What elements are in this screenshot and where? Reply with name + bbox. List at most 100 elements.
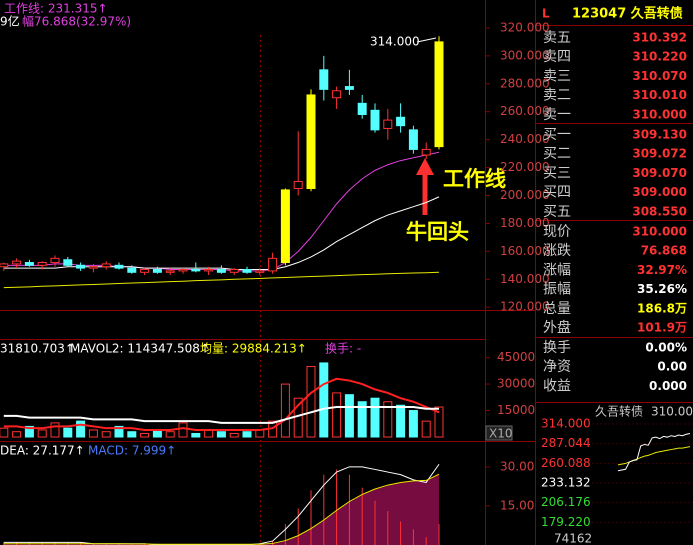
volume-bar — [152, 429, 162, 438]
candle-body — [370, 109, 380, 131]
extra-label: 收益 — [543, 378, 571, 394]
ask-label: 卖四 — [543, 49, 571, 65]
quote-flag: L — [542, 7, 550, 21]
ask-price: 310.220 — [632, 50, 687, 64]
y-tick-label: 179.220 — [541, 515, 591, 529]
y-tick-label: 140.000 — [500, 272, 550, 286]
volume-bar — [434, 406, 444, 438]
candle-body — [12, 260, 22, 265]
volume-bar — [344, 394, 354, 438]
extra-value: 0.00% — [645, 341, 687, 355]
y-tick-label: 260.000 — [500, 104, 550, 118]
volume-header: MAVOL2: 114347.508↑ — [70, 342, 210, 356]
candle-body — [383, 119, 393, 129]
candle-body — [319, 69, 329, 90]
candle-body — [50, 257, 60, 264]
y-tick-label: 220.000 — [500, 160, 550, 174]
stat-label: 总量 — [543, 301, 571, 317]
annotation: 牛回头 — [406, 220, 469, 244]
volume-bar — [114, 425, 124, 438]
volume-bar — [24, 425, 34, 438]
candle-body — [114, 264, 124, 269]
candle-body — [165, 270, 175, 273]
candle-body — [191, 269, 201, 272]
macd-header: DEA: 27.177↑ — [0, 444, 85, 458]
candle-body — [344, 86, 354, 90]
dea-area — [3, 474, 440, 545]
candle-body — [101, 263, 111, 268]
mini-price: 310.000 — [651, 405, 693, 419]
stat-label: 现价 — [543, 224, 571, 240]
y-tick-label: 280.000 — [500, 76, 550, 90]
ask-price: 310.010 — [632, 88, 687, 102]
y-tick-label: 120.000 — [500, 300, 550, 314]
y-tick-label: 287.044 — [541, 436, 591, 450]
volume-bar — [63, 427, 73, 438]
y-tick-label: 30.00 — [500, 459, 534, 473]
candle-body — [434, 41, 444, 148]
candle-body — [280, 189, 290, 264]
candle-body — [332, 90, 342, 99]
candle-body — [396, 116, 406, 127]
candle-body — [37, 262, 47, 266]
stat-label: 涨幅 — [543, 262, 571, 278]
ma-line — [3, 271, 440, 289]
mini-volume-label: 74162 — [554, 532, 592, 545]
y-tick-label: 260.088 — [541, 456, 591, 470]
work-line-label: 工作线: 231.315↑ — [4, 2, 108, 16]
candle-body — [229, 269, 239, 273]
volume-bar — [242, 431, 252, 438]
volume-bar — [165, 431, 175, 438]
stat-value: 35.26% — [637, 282, 687, 296]
high-pointer — [416, 37, 437, 43]
bid-label: 买一 — [543, 127, 571, 143]
ask-label: 卖三 — [543, 68, 571, 84]
y-tick-label: 30000 — [497, 377, 535, 391]
volume-bar — [370, 397, 380, 438]
mini-title: 久吾转债 — [595, 404, 643, 419]
candle-body — [357, 102, 367, 116]
y-tick-label: 200.000 — [500, 188, 550, 202]
candle-body — [140, 269, 150, 273]
candle-body — [63, 259, 73, 266]
stat-value: 310.000 — [632, 225, 687, 239]
stat-label: 外盘 — [543, 319, 571, 336]
volume-bar — [408, 410, 418, 438]
volume-bar — [140, 432, 150, 438]
macd-header: MACD: 7.999↑ — [88, 444, 176, 458]
volume-bar — [280, 383, 290, 438]
y-tick-label: 314.000 — [541, 417, 591, 431]
candle-body — [421, 148, 431, 156]
volume-bar — [306, 365, 316, 438]
volume-bar — [332, 392, 342, 438]
extra-label: 换手 — [543, 339, 571, 356]
candle-body — [268, 257, 278, 272]
dif-line — [3, 463, 440, 545]
volume-bar — [88, 429, 98, 438]
extra-value: 0.00 — [657, 360, 687, 374]
volume-bar — [421, 420, 431, 438]
volume-bar — [357, 401, 367, 438]
candle-body — [204, 269, 214, 272]
quote-title: 123047 久吾转债 — [572, 6, 683, 22]
volume-bar — [50, 422, 60, 438]
volume-bar — [101, 431, 111, 438]
bid-price: 309.000 — [632, 185, 687, 199]
candle-body — [306, 94, 316, 190]
volume-bar — [127, 431, 137, 438]
candle-body — [408, 129, 418, 150]
ask-label: 卖五 — [543, 30, 571, 46]
candle-body — [127, 267, 137, 273]
candle-body — [24, 262, 34, 266]
stat-label: 涨跌 — [543, 243, 571, 259]
volume-bar — [178, 422, 188, 438]
y-tick-label: 206.176 — [541, 495, 591, 509]
y-tick-label: 15000 — [497, 403, 535, 417]
annotation-arrow — [416, 158, 434, 215]
bid-price: 308.550 — [632, 204, 687, 218]
bid-label: 买五 — [543, 204, 571, 220]
high-label: 314.000 — [370, 35, 420, 49]
y-tick-label: 300.000 — [500, 48, 550, 62]
